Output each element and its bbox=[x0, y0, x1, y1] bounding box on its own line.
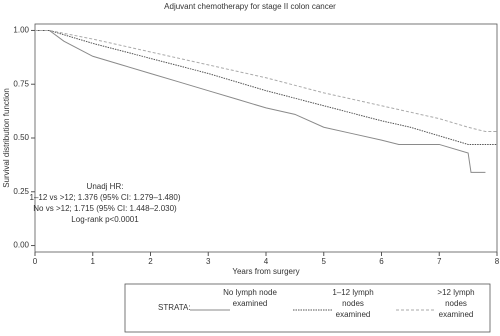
x-tick-label: 3 bbox=[206, 257, 211, 266]
y-axis-label: Survival distribution function bbox=[2, 88, 11, 188]
x-tick-label: 8 bbox=[495, 257, 500, 266]
legend-box bbox=[124, 283, 491, 333]
legend-title: STRATA: bbox=[158, 303, 191, 312]
y-tick-label: 0.25 bbox=[13, 187, 29, 196]
x-tick-label: 6 bbox=[379, 257, 384, 266]
annotation: No vs >12; 1.715 (95% CI: 1.448–2.030) bbox=[33, 204, 177, 213]
y-tick-label: 0.00 bbox=[13, 241, 29, 250]
annotation: 1–12 vs >12; 1.376 (95% CI: 1.279–1.480) bbox=[30, 193, 181, 202]
annotation: Log-rank p<0.0001 bbox=[71, 215, 139, 224]
survival-curve bbox=[35, 29, 497, 133]
legend-label: No lymph node examined bbox=[223, 288, 277, 308]
x-tick-label: 0 bbox=[33, 257, 38, 266]
legend-label: 1–12 lymph nodes examined bbox=[332, 288, 374, 319]
legend-label: >12 lymph nodes examined bbox=[437, 288, 475, 319]
x-tick-label: 7 bbox=[437, 257, 442, 266]
x-axis-label: Years from surgery bbox=[232, 267, 299, 276]
x-tick-label: 4 bbox=[264, 257, 269, 266]
x-tick-label: 5 bbox=[322, 257, 327, 266]
annotation: Unadj HR: bbox=[87, 182, 124, 191]
survival-curve bbox=[35, 29, 486, 173]
y-tick-label: 0.75 bbox=[13, 79, 29, 88]
x-tick-label: 2 bbox=[148, 257, 153, 266]
survival-curve bbox=[35, 29, 497, 145]
x-tick-label: 1 bbox=[91, 257, 96, 266]
y-tick-label: 1.00 bbox=[13, 26, 29, 35]
y-tick-label: 0.50 bbox=[13, 133, 29, 142]
chart-title: Adjuvant chemotherapy for stage II colon… bbox=[164, 2, 336, 11]
